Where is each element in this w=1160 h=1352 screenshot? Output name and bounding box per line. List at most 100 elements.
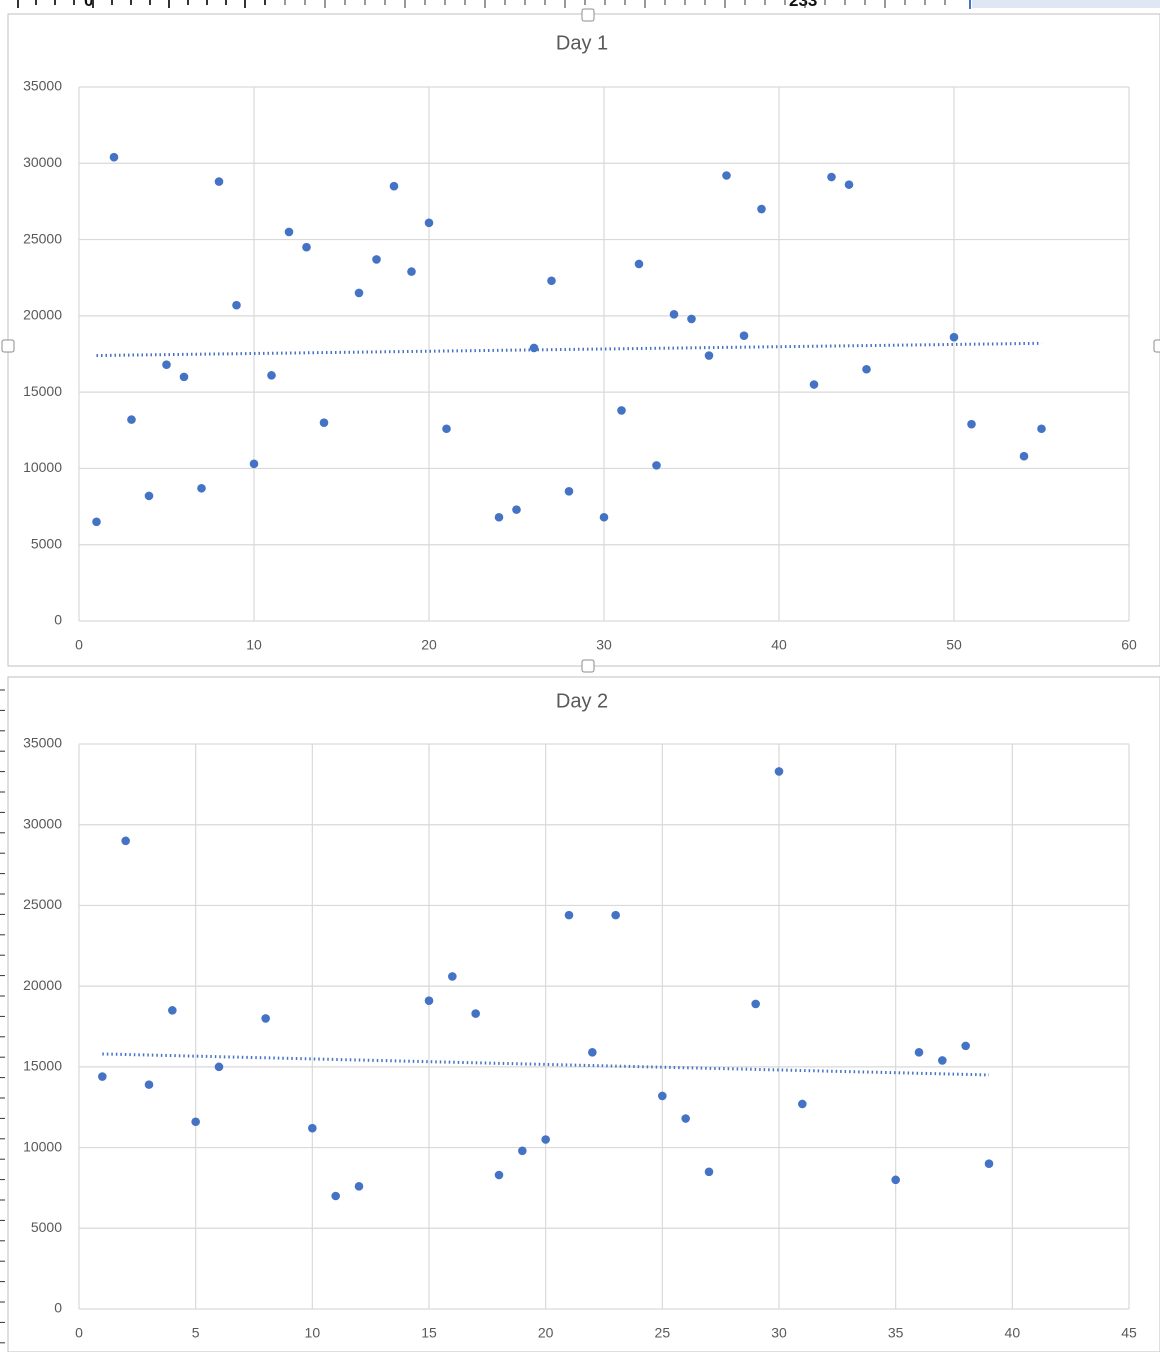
- data-point[interactable]: [827, 172, 836, 182]
- data-point[interactable]: [191, 1117, 200, 1127]
- resize-handle[interactable]: [1, 339, 15, 353]
- data-point[interactable]: [214, 177, 224, 186]
- data-point[interactable]: [109, 152, 119, 162]
- data-point[interactable]: [494, 1170, 504, 1180]
- data-point[interactable]: [354, 288, 364, 298]
- data-point[interactable]: [267, 371, 276, 380]
- chart-2[interactable]: Day 2 0 5000 10000 15000 20000 25000 30000 35000…: [7, 676, 1160, 1352]
- data-point[interactable]: [529, 343, 539, 353]
- sheet-selected-cell: [972, 0, 1160, 8]
- y-tick-label: 0: [54, 1300, 62, 1316]
- data-point[interactable]: [681, 1114, 690, 1123]
- data-points: [98, 767, 994, 1201]
- data-point[interactable]: [494, 512, 504, 522]
- data-point[interactable]: [168, 1006, 177, 1015]
- data-point[interactable]: [564, 487, 574, 496]
- data-point[interactable]: [214, 1062, 224, 1072]
- data-point[interactable]: [938, 1056, 947, 1065]
- data-point[interactable]: [249, 459, 259, 469]
- data-point[interactable]: [308, 1123, 317, 1133]
- data-point[interactable]: [354, 1182, 364, 1191]
- x-tick-label: 45: [1121, 1325, 1137, 1341]
- chart-title: Day 2: [556, 690, 608, 712]
- data-point[interactable]: [798, 1099, 807, 1109]
- data-point[interactable]: [961, 1041, 970, 1051]
- data-point[interactable]: [197, 483, 206, 493]
- data-point[interactable]: [704, 351, 714, 360]
- data-point[interactable]: [1037, 424, 1046, 434]
- data-point[interactable]: [424, 996, 434, 1005]
- data-point[interactable]: [424, 218, 434, 228]
- data-point[interactable]: [284, 227, 294, 237]
- data-point[interactable]: [862, 364, 871, 374]
- y-tick-label: 5000: [31, 1219, 62, 1235]
- data-point[interactable]: [98, 1072, 107, 1081]
- data-point[interactable]: [722, 171, 731, 180]
- data-point[interactable]: [144, 491, 154, 501]
- trendline: [96, 341, 1042, 358]
- data-point[interactable]: [121, 836, 130, 846]
- y-tick-label: 25000: [23, 896, 62, 912]
- data-point[interactable]: [448, 972, 457, 981]
- chart-area[interactable]: [7, 13, 1160, 667]
- data-point[interactable]: [891, 1175, 900, 1185]
- data-point[interactable]: [179, 372, 189, 382]
- sheet-cell-value: 0: [84, 0, 94, 10]
- data-point[interactable]: [687, 314, 696, 324]
- data-point[interactable]: [564, 910, 574, 920]
- data-point[interactable]: [634, 259, 644, 269]
- data-point[interactable]: [319, 418, 329, 427]
- data-point[interactable]: [617, 406, 626, 415]
- x-tick-label: 0: [75, 1325, 83, 1341]
- data-point[interactable]: [757, 204, 766, 214]
- resize-handle[interactable]: [581, 8, 595, 22]
- resize-handle[interactable]: [581, 659, 595, 673]
- data-point[interactable]: [967, 419, 976, 429]
- data-point[interactable]: [949, 332, 959, 342]
- data-point[interactable]: [512, 505, 521, 514]
- data-point[interactable]: [669, 310, 679, 319]
- data-point[interactable]: [541, 1135, 550, 1144]
- data-point[interactable]: [162, 360, 171, 369]
- x-tick-label: 20: [538, 1325, 554, 1341]
- data-point[interactable]: [739, 331, 749, 340]
- data-point[interactable]: [751, 999, 760, 1009]
- data-point[interactable]: [331, 1191, 340, 1201]
- data-point[interactable]: [232, 300, 241, 310]
- chart-1[interactable]: Day 1 0 5000 10000 15000 20000 25000 30000 35000…: [1, 8, 1160, 673]
- data-point[interactable]: [302, 242, 311, 252]
- data-point[interactable]: [809, 380, 819, 389]
- data-point[interactable]: [261, 1014, 270, 1023]
- data-point[interactable]: [774, 767, 784, 776]
- data-point[interactable]: [92, 517, 101, 527]
- x-tick-label: 15: [421, 1325, 437, 1341]
- data-point[interactable]: [844, 180, 854, 189]
- data-point[interactable]: [372, 255, 381, 264]
- data-point[interactable]: [652, 461, 661, 470]
- data-point[interactable]: [471, 1009, 480, 1018]
- y-tick-label: 25000: [23, 230, 62, 246]
- data-point[interactable]: [1019, 451, 1029, 461]
- data-point[interactable]: [611, 910, 620, 920]
- data-point[interactable]: [658, 1091, 667, 1101]
- sheet-strip-ticks: [17, 0, 1160, 9]
- data-point[interactable]: [984, 1159, 994, 1169]
- data-point[interactable]: [547, 276, 556, 286]
- data-point[interactable]: [389, 181, 399, 191]
- data-point[interactable]: [914, 1048, 924, 1057]
- y-tick-label: 0: [54, 612, 62, 628]
- x-tick-label: 40: [1005, 1325, 1021, 1341]
- data-point[interactable]: [442, 424, 451, 434]
- data-point[interactable]: [599, 512, 609, 522]
- y-tick-label: 20000: [23, 977, 62, 993]
- data-point[interactable]: [407, 267, 416, 276]
- x-tick-label: 60: [1121, 637, 1137, 653]
- data-point[interactable]: [518, 1146, 527, 1156]
- resize-handle[interactable]: [1153, 339, 1160, 353]
- x-tick-label: 5: [192, 1325, 200, 1341]
- data-point[interactable]: [127, 415, 136, 424]
- data-point[interactable]: [144, 1080, 154, 1089]
- data-point[interactable]: [588, 1048, 597, 1057]
- data-point[interactable]: [704, 1167, 714, 1177]
- chart-area[interactable]: [7, 676, 1160, 1352]
